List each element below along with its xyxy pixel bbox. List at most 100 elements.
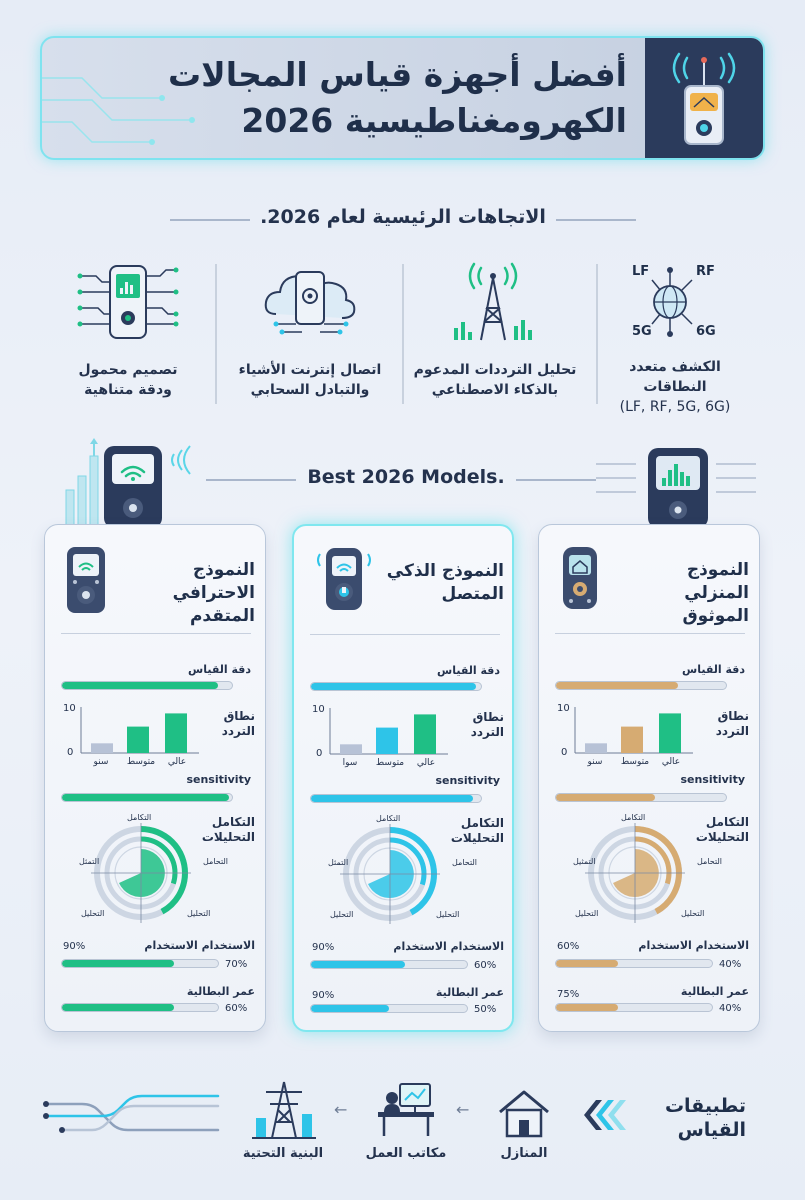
donut-label-bottom-right: التحليل — [681, 909, 705, 918]
range-axis-max: 10 — [312, 704, 325, 715]
trend-label-iot: اتصال إنترنت الأشياء والتبادل السحابي — [238, 362, 382, 398]
smart-meter-icon — [317, 548, 371, 610]
sensitivity-label: sensitivity — [186, 773, 251, 786]
analytics-label: التكامل التحليلات — [450, 816, 504, 845]
trend-item-portable — [76, 262, 180, 342]
sensitivity-bar — [310, 794, 482, 803]
range-bar-label: متوسط — [375, 758, 405, 768]
sensitivity-bar-fill — [62, 794, 229, 801]
band-tag-5g: 5G — [632, 324, 652, 339]
app-item-office — [374, 1080, 438, 1138]
cloud-phone-icon — [264, 271, 356, 335]
meter-chart-icon — [65, 438, 191, 529]
battery-label: عمر البطالية — [680, 985, 749, 998]
range-axis-min: 0 — [316, 748, 323, 759]
donut-label-top: التكامل — [127, 813, 152, 822]
divider — [215, 264, 217, 404]
analytics-donut-chart — [585, 823, 685, 923]
battery-left-value: 75% — [557, 989, 580, 1000]
usage-bar-fill — [62, 960, 175, 967]
range-label: نطاق التردد — [221, 709, 255, 738]
accuracy-label: دقة القياس — [682, 663, 745, 676]
accuracy-bar-fill — [62, 682, 219, 689]
chevrons-icon — [582, 1098, 630, 1132]
range-chart-wrap — [61, 703, 201, 763]
band-tag-lf: LF — [632, 264, 650, 279]
battery-bar-fill — [62, 1004, 175, 1011]
usage-right-value: 40% — [719, 959, 742, 970]
analytics-donut-chart — [340, 824, 440, 924]
usage-label: الاستخدام الاستخدام — [393, 940, 504, 953]
usage-left-value: 90% — [63, 941, 86, 952]
circuit-lines-icon — [43, 1094, 220, 1133]
accuracy-bar — [61, 681, 233, 690]
header-banner: أفضل أجهزة قياس المجالات الكهرومغناطيسية… — [40, 36, 765, 160]
app-item-home — [494, 1086, 554, 1138]
pro-meter-icon — [67, 547, 105, 613]
range-bar — [659, 713, 681, 753]
battery-bar — [555, 1003, 713, 1012]
usage-bar — [555, 959, 713, 968]
accuracy-bar-fill — [311, 683, 476, 690]
donut-label-bottom-left: التحليل — [330, 910, 354, 919]
model-card: النموذج الاحترافي المتقدم دقة القياس 10 0 عال… — [44, 524, 266, 1032]
battery-bar — [61, 1003, 219, 1012]
donut-label-bottom-right: التحليل — [436, 910, 460, 919]
circuit-lines-icon — [42, 77, 195, 145]
donut-label-top: التكامل — [376, 814, 401, 823]
battery-bar — [310, 1004, 468, 1013]
usage-left-value: 90% — [312, 942, 335, 953]
accuracy-label: دقة القياس — [188, 663, 251, 676]
range-axis-min: 0 — [561, 747, 568, 758]
divider — [402, 264, 404, 404]
usage-bar — [310, 960, 468, 969]
meter-illustration-left — [56, 436, 206, 529]
analytics-label: التكامل التحليلات — [201, 815, 255, 844]
donut-label-right: التحامل — [697, 857, 723, 866]
battery-bar-fill — [311, 1005, 389, 1012]
battery-bar-fill — [556, 1004, 619, 1011]
models-heading: Best 2026 Models. — [307, 466, 505, 488]
device-icon — [312, 546, 376, 616]
divider — [596, 264, 598, 404]
range-label: نطاق التردد — [715, 709, 749, 738]
sensitivity-bar — [61, 793, 233, 802]
range-axis-max: 10 — [557, 703, 570, 714]
accuracy-bar-fill — [556, 682, 679, 689]
divider — [170, 219, 250, 221]
range-bar-label: متوسط — [126, 757, 156, 767]
house-icon — [499, 1090, 549, 1138]
range-axis-max: 10 — [63, 703, 76, 714]
trend-item-iot — [262, 262, 358, 342]
battery-right-value: 50% — [474, 1004, 497, 1015]
emf-meter-icon — [672, 52, 736, 145]
range-bar — [165, 713, 187, 753]
donut-label-bottom-left: التحليل — [575, 909, 599, 918]
range-bar-label: متوسط — [620, 757, 650, 767]
trend-label-multiband: الكشف متعدد النطاقات (LF, RF, 5G, 6G) — [619, 359, 731, 415]
divider — [310, 634, 500, 635]
usage-bar-fill — [556, 960, 619, 967]
sensitivity-bar-fill — [311, 795, 473, 802]
chevron-left-icon — [584, 1100, 626, 1130]
range-bar — [91, 743, 113, 753]
battery-right-value: 40% — [719, 1003, 742, 1014]
range-bar — [585, 743, 607, 753]
range-bar — [414, 714, 436, 754]
accuracy-label: دقة القياس — [437, 664, 500, 677]
range-bar-label: سوا — [342, 758, 358, 768]
card-title: النموذج المنزلي الموثوق — [682, 560, 749, 626]
sensitivity-label: sensitivity — [435, 774, 500, 787]
usage-bar-fill — [311, 961, 405, 968]
trend-item-multiband: LF RF 5G 6G — [610, 262, 730, 342]
divider — [556, 219, 636, 221]
range-bar-label: سنو — [93, 757, 109, 767]
analytics-donut-chart — [91, 823, 191, 923]
range-bar-label: عالي — [661, 757, 681, 767]
app-label-infrastructure: البنية التحتية — [242, 1146, 324, 1161]
trend-label-ai: تحليل الترددات المدعوم بالذكاء الاصطناعي — [413, 362, 577, 398]
usage-bar — [61, 959, 219, 968]
battery-right-value: 60% — [225, 1003, 248, 1014]
range-bar-label: سنو — [587, 757, 603, 767]
app-label-home: المنازل — [500, 1146, 548, 1161]
